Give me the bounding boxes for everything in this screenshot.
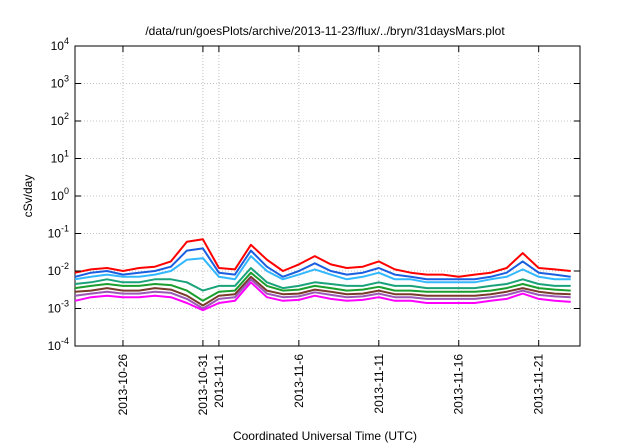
x-tick-label: 2013-11-11 bbox=[372, 354, 386, 414]
series-line-6 bbox=[74, 275, 571, 307]
y-tick-label: 100 bbox=[51, 186, 69, 203]
grid bbox=[75, 46, 580, 346]
series-line-4 bbox=[74, 267, 571, 292]
x-tick-label: 2013-10-31 bbox=[196, 354, 210, 416]
y-axis-ticks: 10-4 10-3 10-2 10-1 100 101 102 103 104 bbox=[48, 36, 580, 353]
x-tick-label: 2013-11-6 bbox=[292, 354, 306, 408]
y-tick-label: 10-3 bbox=[48, 299, 69, 316]
y-tick-label: 103 bbox=[51, 74, 69, 91]
y-tick-label: 10-1 bbox=[48, 224, 69, 241]
y-tick-label: 10-2 bbox=[48, 261, 69, 278]
series-line-1 bbox=[74, 238, 571, 278]
series-line-2 bbox=[74, 247, 571, 281]
y-tick-label: 101 bbox=[51, 149, 69, 166]
x-tick-label: 2013-10-26 bbox=[116, 354, 130, 416]
y-tick-label: 10-4 bbox=[48, 336, 69, 353]
x-axis-label: Coordinated Universal Time (UTC) bbox=[233, 429, 417, 443]
x-tick-label: 2013-11-16 bbox=[452, 354, 466, 415]
y-tick-label: 104 bbox=[51, 36, 69, 53]
series-line-5 bbox=[74, 271, 571, 302]
x-tick-label: 2013-11-21 bbox=[532, 354, 546, 415]
chart-title: /data/run/goesPlots/archive/2013-11-23/f… bbox=[145, 24, 505, 38]
series-line-8 bbox=[74, 281, 571, 312]
x-axis-ticks: 2013-10-26 2013-10-31 2013-11-1 2013-11-6 20… bbox=[116, 46, 546, 415]
y-axis-label: cSv/day bbox=[21, 175, 35, 218]
x-tick-label: 2013-11-1 bbox=[212, 354, 226, 408]
series-line-7 bbox=[74, 278, 571, 310]
y-tick-label: 102 bbox=[51, 111, 69, 128]
series-line-3 bbox=[74, 255, 571, 284]
series-group bbox=[74, 238, 571, 312]
